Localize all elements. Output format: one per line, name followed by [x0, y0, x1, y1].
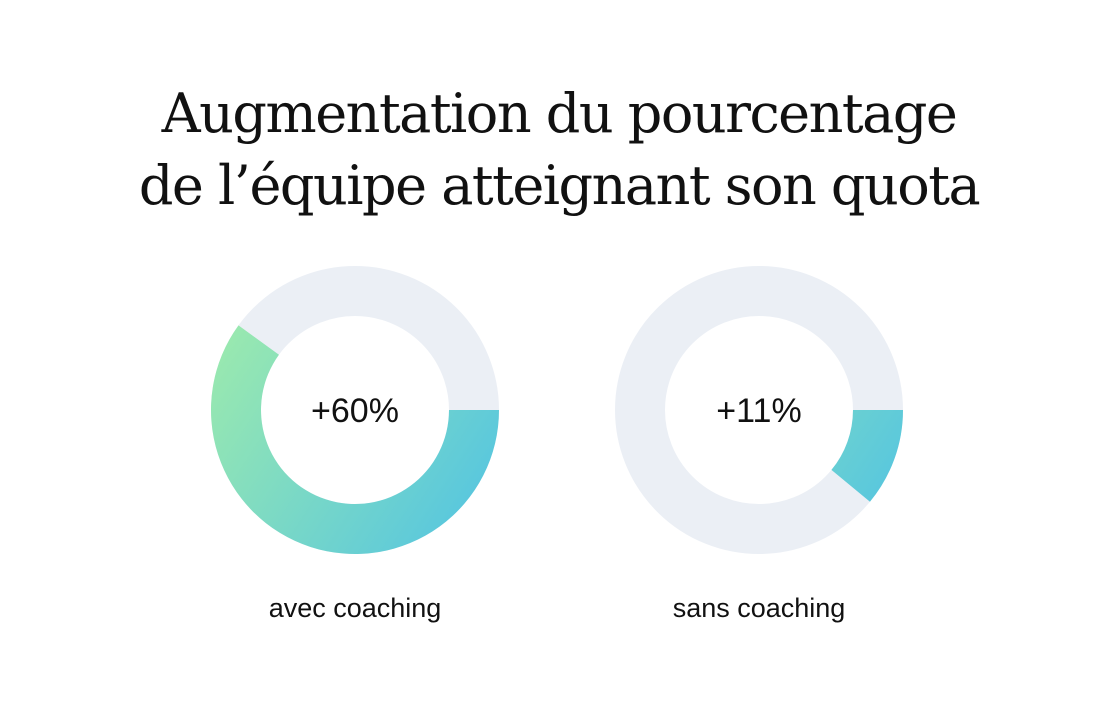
chart-title: Augmentation du pourcentage de l’équipe …	[0, 78, 1118, 222]
donut-value-arc-avec-coaching	[211, 325, 499, 554]
donut-value-label-sans-coaching: +11%	[716, 392, 801, 430]
donut-category-label-avec-coaching: avec coaching	[269, 593, 442, 623]
chart-title-line-2: de l’équipe atteignant son quota	[138, 154, 981, 217]
chart-title-line-1: Augmentation du pourcentage	[161, 82, 958, 145]
donut-category-label-sans-coaching: sans coaching	[673, 593, 846, 623]
donut-value-label-avec-coaching: +60%	[311, 392, 399, 430]
donut-value-arc-sans-coaching	[831, 410, 903, 502]
